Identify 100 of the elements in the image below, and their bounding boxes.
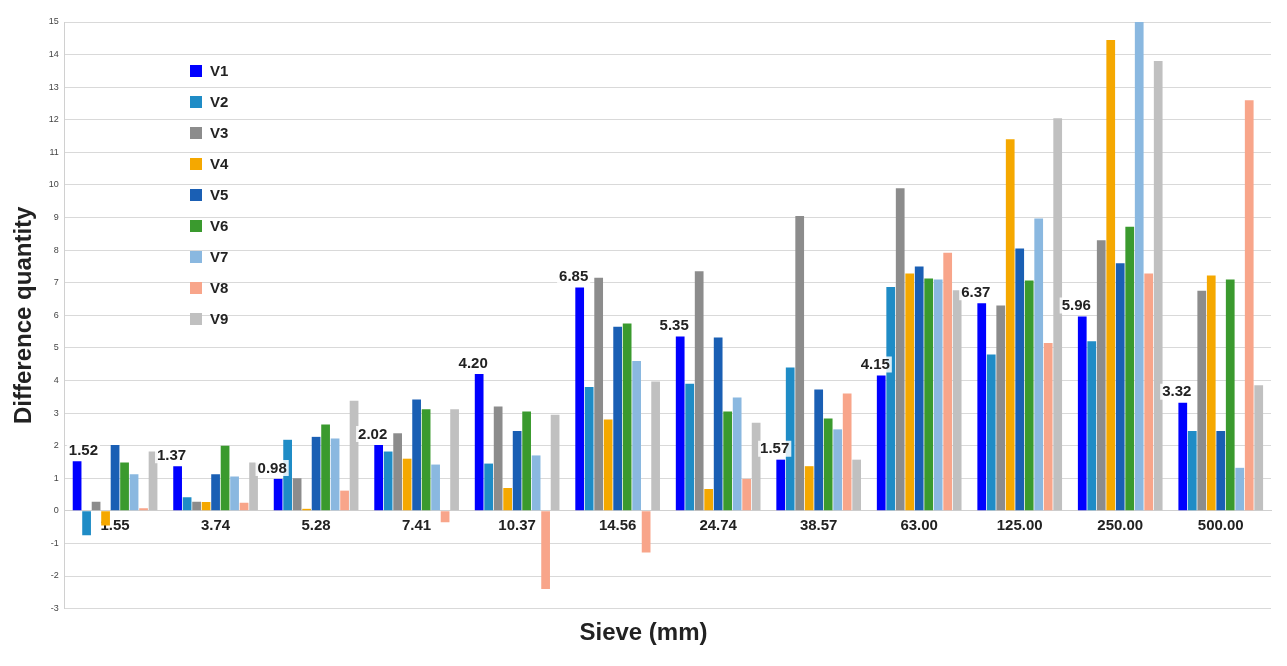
bar: [321, 424, 330, 511]
bar: [723, 411, 733, 511]
y-tick-label: 7: [53, 277, 59, 288]
y-axis-title: Difference quantity: [9, 205, 37, 424]
data-label: 4.20: [458, 353, 488, 371]
bar: [402, 458, 412, 511]
bar: [641, 511, 651, 553]
data-label: 5.35: [659, 316, 689, 334]
bar: [713, 337, 723, 511]
y-tick-label: 8: [53, 244, 59, 255]
bar: [895, 188, 905, 511]
bar: [110, 445, 120, 511]
bar: [842, 393, 852, 511]
bar: [249, 462, 258, 511]
legend-label: V9: [210, 310, 229, 327]
bar: [1134, 22, 1144, 511]
bar: [795, 215, 805, 511]
bar: [493, 406, 503, 511]
bar: [651, 381, 660, 511]
bar: [943, 252, 953, 511]
y-tick-label: 12: [48, 114, 59, 125]
bar: [986, 354, 996, 511]
bar: [1106, 39, 1116, 511]
legend-label: V7: [210, 248, 229, 265]
legend-label: V8: [210, 279, 229, 296]
bar: [905, 273, 915, 511]
bar: [474, 373, 484, 511]
bar: [1225, 279, 1235, 511]
bar: [833, 429, 843, 511]
bar: [383, 451, 393, 511]
y-tick-label: 11: [49, 146, 59, 157]
bar: [584, 387, 594, 511]
bar: [1005, 139, 1015, 511]
legend-label: V5: [210, 186, 229, 203]
bar: [996, 305, 1006, 511]
bar: [72, 461, 82, 511]
y-tick-label: 13: [48, 81, 59, 92]
y-tick-label: 2: [53, 440, 59, 451]
x-axis-title: Sieve (mm): [578, 618, 709, 646]
bar: [211, 474, 220, 511]
bar: [603, 419, 613, 511]
bar: [139, 508, 148, 511]
y-tick-label: 1: [53, 472, 59, 483]
bar: [622, 323, 632, 511]
y-tick-label: 4: [53, 374, 59, 385]
bar: [340, 490, 349, 511]
bar: [440, 511, 450, 523]
bar: [182, 497, 192, 511]
bar: [575, 287, 585, 511]
bar: [1153, 61, 1163, 511]
bar: [933, 279, 943, 511]
bar: [393, 433, 402, 511]
bar: [1178, 402, 1188, 511]
bar: [531, 455, 541, 511]
bar: [1077, 316, 1087, 511]
bar: [412, 399, 421, 511]
bar: [421, 409, 431, 511]
bar: [1053, 118, 1063, 511]
x-tick-label: 500.00: [1197, 515, 1244, 533]
bar: [292, 478, 302, 511]
bar: [503, 488, 513, 511]
bar: [1015, 248, 1025, 511]
bar: [823, 418, 833, 511]
bar: [694, 271, 704, 511]
data-label: 6.85: [559, 267, 589, 285]
y-tick-label: 6: [53, 309, 59, 320]
bar: [1115, 263, 1125, 511]
bar: [632, 360, 641, 511]
x-tick-label: 7.41: [402, 515, 432, 533]
bar: [431, 464, 440, 511]
y-tick-label: -1: [50, 537, 59, 548]
data-label: 2.02: [358, 424, 388, 442]
bar: [522, 411, 531, 511]
y-tick-label: 5: [53, 342, 59, 353]
legend-label: V4: [210, 155, 229, 172]
bar: [192, 501, 201, 511]
bar: [273, 478, 283, 511]
bar: [814, 389, 824, 511]
bar: [173, 466, 182, 511]
x-tick-label: 250.00: [1097, 515, 1144, 533]
bar: [484, 463, 494, 511]
bar: [1034, 218, 1044, 511]
data-label: 1.57: [760, 439, 790, 457]
bar: [1206, 275, 1216, 511]
legend-label: V1: [210, 62, 229, 79]
bar: [1125, 226, 1135, 511]
bar: [512, 430, 522, 511]
bar: [220, 445, 230, 511]
data-label: 1.37: [157, 445, 187, 463]
y-tick-label: -3: [50, 603, 59, 614]
bar: [1087, 341, 1097, 511]
y-tick-label: 3: [53, 407, 59, 418]
data-label: 5.96: [1061, 296, 1091, 314]
bar: [704, 489, 714, 511]
bar: [82, 511, 91, 536]
bar: [129, 474, 139, 511]
bar: [1244, 100, 1254, 511]
bar: [876, 375, 886, 511]
bar: [924, 278, 934, 511]
legend-label: V3: [210, 124, 229, 141]
